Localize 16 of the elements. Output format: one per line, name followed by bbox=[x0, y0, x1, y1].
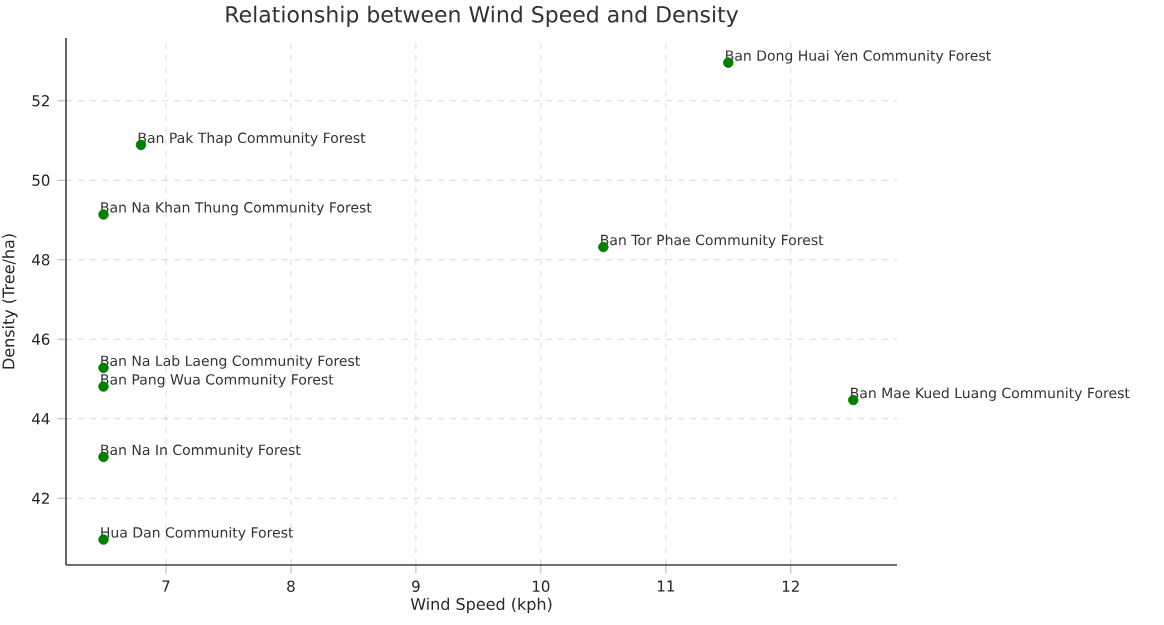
x-tick-label: 11 bbox=[657, 580, 674, 592]
y-tick-label: 50 bbox=[32, 174, 50, 186]
annotation: Hua Dan Community Forest bbox=[101, 526, 294, 541]
chart-title: Relationship between Wind Speed and Density bbox=[226, 5, 739, 27]
y-tick-label: 42 bbox=[32, 492, 49, 504]
x-tick-label: 10 bbox=[532, 580, 550, 592]
y-tick-label: 52 bbox=[32, 95, 49, 107]
y-tick-label: 46 bbox=[32, 333, 50, 345]
x-tick-label: 8 bbox=[287, 580, 295, 592]
y-tick-label: 48 bbox=[32, 254, 50, 266]
x-axis-title: Wind Speed (kph) bbox=[410, 597, 552, 614]
x-tick-label: 9 bbox=[412, 580, 420, 592]
x-tick-label: 7 bbox=[162, 580, 170, 592]
x-tick-label: 12 bbox=[782, 580, 799, 592]
y-tick-label: 44 bbox=[32, 413, 50, 425]
y-axis-title: Density (Tree/ha) bbox=[2, 234, 18, 369]
